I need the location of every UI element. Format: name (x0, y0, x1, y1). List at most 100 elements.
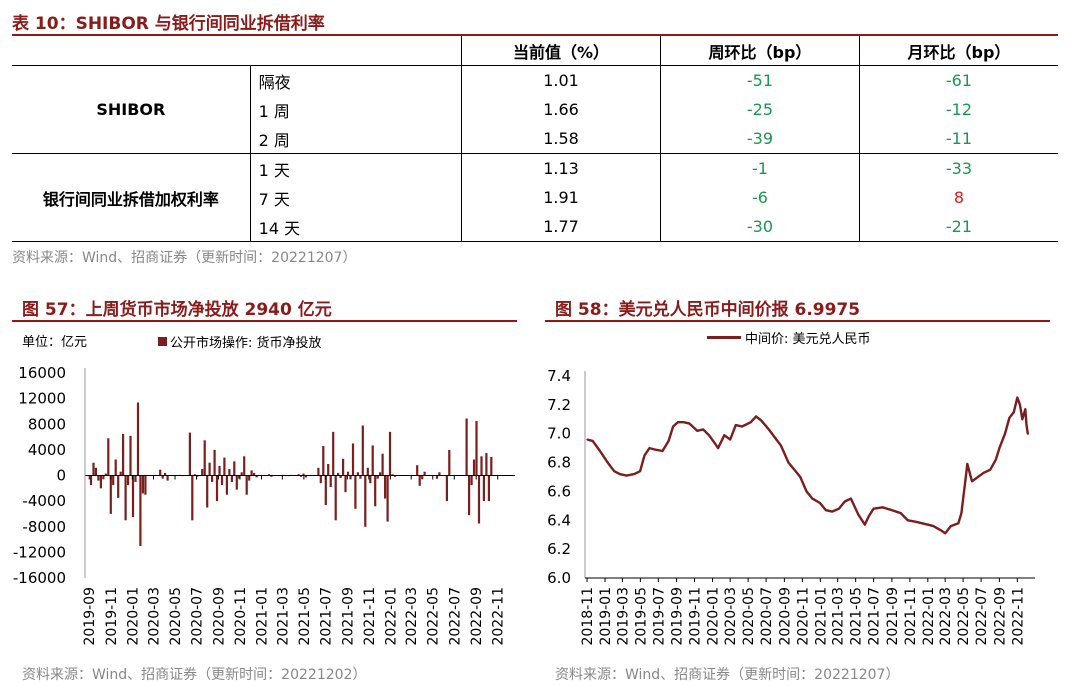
bar (196, 475, 199, 477)
data-point (787, 461, 790, 464)
bar (468, 475, 471, 516)
data-point (805, 490, 808, 493)
y-tick-label: 0 (56, 467, 66, 485)
x-tick-label: 2021-11 (903, 587, 919, 646)
x-tick-label: 2020-11 (233, 587, 249, 646)
bar (477, 475, 481, 524)
fig57-rule (12, 320, 517, 322)
term-cell: 1 周 (249, 95, 462, 124)
data-point (872, 507, 875, 510)
fig58-legend: 中间价: 美元兑人民币 (707, 328, 871, 347)
data-point (755, 415, 757, 418)
bar (485, 453, 488, 476)
term-cell: 1 天 (249, 153, 462, 183)
bar (267, 474, 270, 476)
value-cell: 1.91 (461, 183, 661, 212)
header-current: 当前值（%） (461, 36, 661, 66)
bar (346, 471, 350, 476)
data-point (677, 421, 679, 423)
bar (388, 431, 392, 476)
x-tick-label: 2020-11 (795, 587, 811, 646)
fig57-unit: 单位：亿元 (22, 335, 88, 350)
legend-label: 中间价: 美元兑人民币 (745, 332, 871, 347)
group-label-interbank: 银行间同业拆借加权利率 (12, 153, 251, 242)
bar (337, 472, 340, 476)
data-point (864, 523, 866, 526)
bar (141, 475, 144, 494)
x-tick-label: 2020-05 (741, 587, 757, 646)
bar (208, 462, 211, 476)
table-row: 银行间同业拆借加权利率 1 天 1.13 -1 -33 (12, 153, 1058, 242)
bar (364, 475, 367, 527)
bar (188, 432, 191, 476)
data-point (672, 425, 674, 428)
x-tick-label: 2022-11 (491, 587, 507, 646)
value-cell: 1.58 (461, 124, 661, 154)
data-point (599, 450, 601, 452)
y-tick-label: -4000 (22, 492, 66, 510)
table10-top-rule (12, 34, 1058, 36)
data-point (891, 509, 893, 511)
bar (366, 467, 369, 476)
data-point (844, 500, 846, 503)
data-point (914, 520, 917, 523)
bar (482, 475, 485, 502)
bar (322, 446, 325, 476)
table10-title: 表 10：SHIBOR 与银行间同业拆借利率 (12, 14, 325, 34)
wow-cell: -25 (659, 95, 860, 124)
data-point (983, 471, 985, 474)
x-tick-label: 2020-09 (777, 587, 793, 646)
data-point (735, 424, 737, 426)
mom-cell: -12 (858, 95, 1058, 124)
data-point (957, 522, 960, 524)
x-tick-label: 2021-09 (885, 587, 901, 646)
y-tick-label: 12000 (18, 390, 66, 408)
bar (359, 475, 362, 479)
x-tick-label: 2021-01 (813, 587, 829, 646)
bar (235, 475, 238, 490)
bar (104, 473, 107, 476)
bar (351, 443, 355, 476)
wow-cell: -51 (659, 65, 860, 95)
x-tick-label: 2022-07 (974, 587, 990, 646)
bar (418, 475, 421, 486)
bar (319, 475, 322, 484)
bar (386, 475, 389, 522)
data-point (1024, 408, 1027, 410)
x-tick-label: 2022-11 (1010, 587, 1026, 646)
bar (334, 475, 337, 521)
bar (144, 475, 147, 495)
value-cell: 1.77 (461, 212, 661, 242)
bar (92, 462, 95, 476)
data-point (838, 507, 840, 510)
bar (225, 475, 228, 495)
bar (228, 469, 231, 476)
bar (114, 459, 117, 476)
group-label-shibor: SHIBOR (12, 65, 251, 154)
x-tick-label: 2022-01 (921, 587, 937, 646)
bar (94, 467, 97, 476)
fig57-title: 图 57：上周货币市场净投放 2940 亿元 (22, 300, 332, 320)
y-tick-label: 6.2 (547, 540, 571, 558)
x-tick-label: 2019-07 (651, 587, 667, 646)
data-point (768, 428, 770, 431)
bar (107, 438, 110, 476)
bar (470, 475, 473, 486)
data-point (971, 480, 973, 483)
legend-line (707, 336, 741, 339)
x-tick-label: 2020-01 (706, 587, 722, 646)
data-point (606, 461, 609, 464)
x-tick-label: 2022-09 (992, 587, 1008, 646)
data-point (989, 469, 991, 471)
bar (480, 456, 483, 476)
bar (379, 472, 382, 476)
y-tick-label: 8000 (28, 415, 66, 433)
data-point (966, 463, 969, 465)
header-wow: 周环比（bp） (659, 36, 860, 66)
mom-cell: -33 (858, 153, 1058, 183)
data-point (819, 502, 821, 504)
data-point (944, 532, 946, 535)
y-tick-label: 6.6 (547, 482, 571, 500)
bar (191, 475, 194, 521)
data-point (696, 430, 698, 432)
